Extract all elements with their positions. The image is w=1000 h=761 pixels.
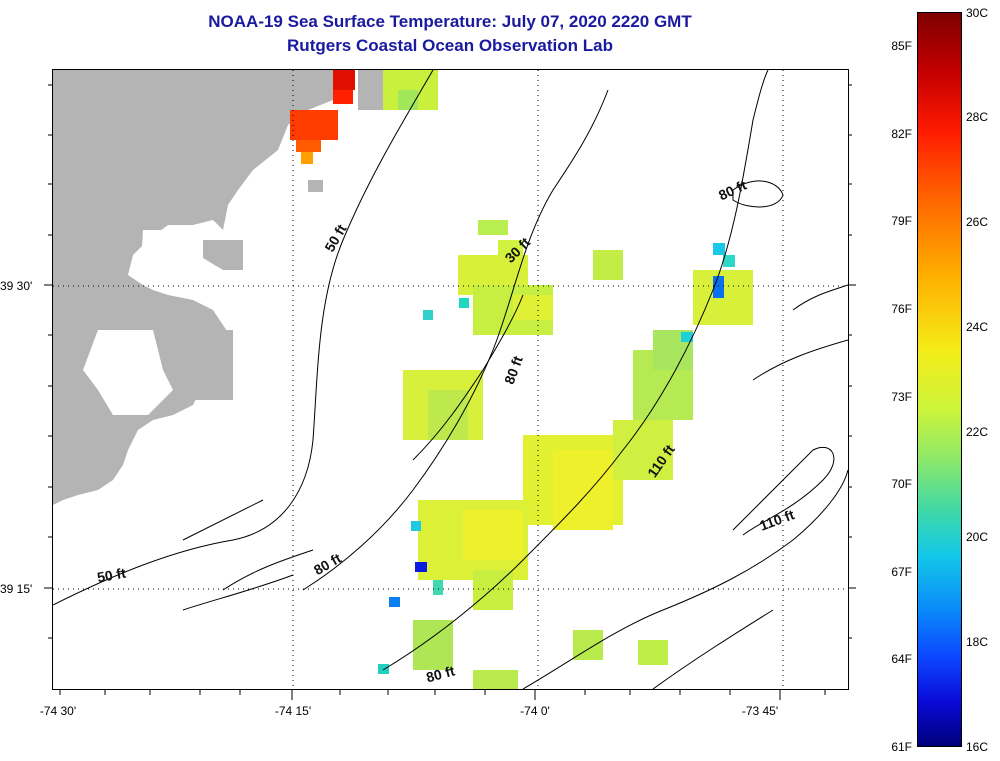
lat-label: 39 15' xyxy=(0,582,33,596)
colorbar-c-label: 24C xyxy=(966,320,989,334)
sst-cool-pixels xyxy=(378,243,735,674)
map-canvas xyxy=(53,70,848,689)
lon-label: -74 30' xyxy=(39,704,77,718)
figure-title: NOAA-19 Sea Surface Temperature: July 07… xyxy=(208,12,692,31)
lat-lon-grid xyxy=(53,70,848,689)
colorbar-f-label: 70F xyxy=(891,477,912,491)
sst-warm-pixels xyxy=(290,70,355,164)
lon-label: -74 0' xyxy=(520,704,550,718)
bay-water xyxy=(83,330,173,415)
colorbar-c-label: 30C xyxy=(966,6,989,20)
colorbar-c-label: 18C xyxy=(966,635,989,649)
lon-label: -74 15' xyxy=(274,704,312,718)
colorbar-c-label: 26C xyxy=(966,215,989,229)
colorbar-c-label: 20C xyxy=(966,530,989,544)
sst-pixels xyxy=(383,70,753,689)
colorbar-c-label: 16C xyxy=(966,740,989,754)
colorbar-f-label: 85F xyxy=(891,39,912,53)
figure-subtitle: Rutgers Coastal Ocean Observation Lab xyxy=(287,36,613,55)
colorbar-f-label: 61F xyxy=(891,740,912,754)
colorbar-f-label: 67F xyxy=(891,565,912,579)
colorbar-f-label: 79F xyxy=(891,214,912,228)
colorbar-f-label: 64F xyxy=(891,652,912,666)
temperature-colorbar xyxy=(917,12,962,747)
land-patch xyxy=(173,330,233,400)
colorbar-f-label: 82F xyxy=(891,127,912,141)
axis-ticks xyxy=(44,84,856,700)
colorbar-c-label: 22C xyxy=(966,425,989,439)
colorbar-c-label: 28C xyxy=(966,110,989,124)
colorbar-f-label: 76F xyxy=(891,302,912,316)
colorbar-f-label: 73F xyxy=(891,390,912,404)
lat-label: 39 30' xyxy=(0,279,33,293)
lon-label: -73 45' xyxy=(741,704,779,718)
bay-water xyxy=(141,230,223,285)
map-area[interactable]: 50 ft 50 ft 80 ft 30 ft 80 ft 80 ft 110 … xyxy=(52,69,849,690)
land-patch xyxy=(308,180,323,192)
depth-contours xyxy=(53,70,848,689)
